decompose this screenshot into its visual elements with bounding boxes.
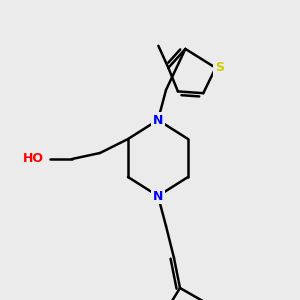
Text: N: N (153, 190, 163, 202)
Text: N: N (153, 113, 163, 127)
Text: S: S (215, 61, 224, 74)
Text: HO: HO (23, 152, 44, 166)
